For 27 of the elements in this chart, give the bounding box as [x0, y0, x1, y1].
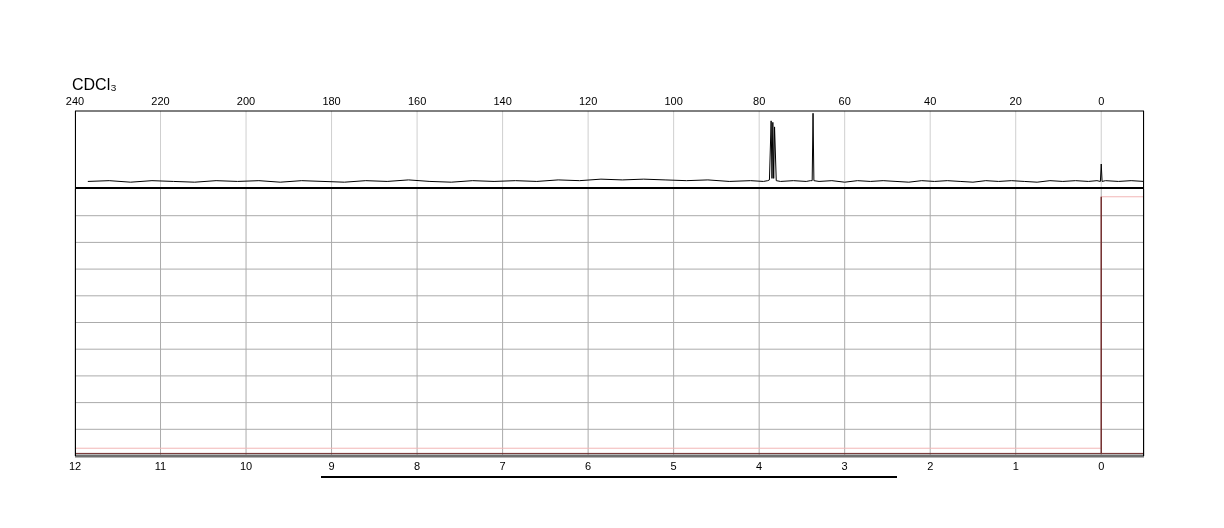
x-tick-label: 220 — [151, 95, 170, 107]
x-tick-label: 40 — [924, 95, 937, 107]
x-tick-label: 4 — [756, 459, 763, 472]
x-tick-label: 8 — [414, 459, 421, 472]
x-tick-label: 240 — [65, 95, 85, 107]
x-tick-label: 60 — [838, 95, 851, 107]
x-tick-label: 2 — [927, 459, 934, 472]
x-tick-label: 6 — [585, 459, 592, 472]
x-tick-label: 180 — [322, 95, 341, 107]
x-tick-label: 0 — [1098, 459, 1105, 472]
x-tick-label: 1 — [1012, 459, 1019, 472]
x-tick-label: 160 — [407, 95, 427, 107]
x-tick-label: 100 — [664, 95, 683, 107]
x-tick-label: 10 — [239, 459, 253, 472]
x-tick-label: 5 — [670, 459, 677, 472]
x-tick-label: 9 — [328, 459, 335, 472]
x-tick-label: 3 — [841, 459, 848, 472]
x-tick-label: 140 — [493, 95, 512, 107]
x-tick-label: 200 — [236, 95, 256, 107]
x-tick-label: 80 — [753, 95, 766, 107]
chart-title: CDCl₃ — [72, 76, 117, 94]
x-tick-label: 12 — [68, 459, 82, 472]
x-tick-label: 0 — [1098, 95, 1105, 107]
x-tick-label: 20 — [1009, 95, 1022, 107]
x-tick-label: 120 — [578, 95, 598, 107]
x-tick-label: 7 — [499, 459, 506, 472]
x-tick-label: 11 — [154, 459, 167, 472]
